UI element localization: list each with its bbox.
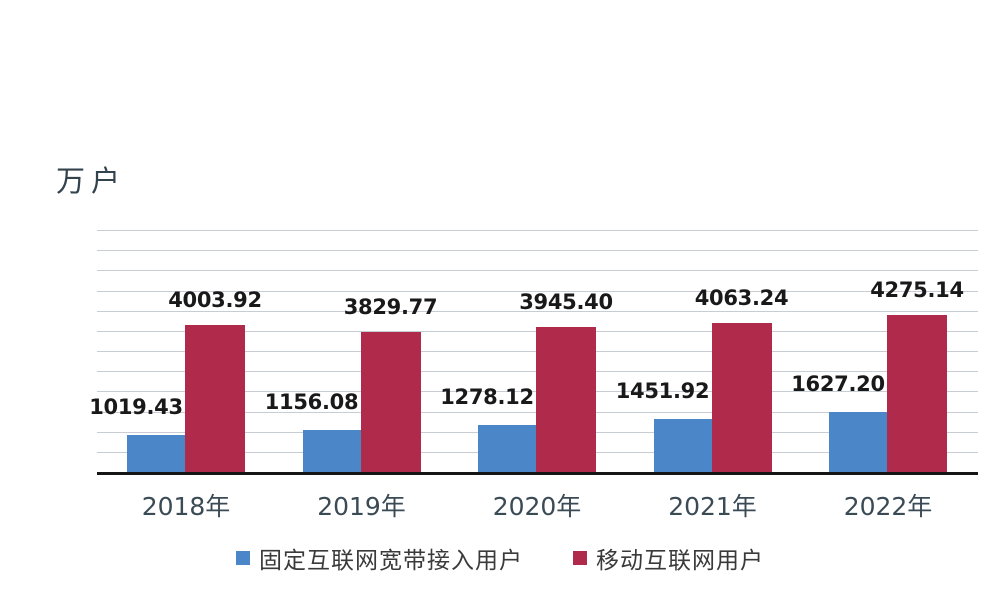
y-axis-unit-label: 万户 — [56, 164, 127, 198]
x-axis-label-2018年: 2018年 — [141, 492, 231, 521]
x-axis-label-2021年: 2021年 — [668, 492, 757, 521]
legend: 固定互联网宽带接入用户 移动互联网用户 — [0, 541, 1000, 575]
bar-mobile-2020年 — [536, 327, 596, 472]
legend-label-mobile: 移动互联网用户 — [596, 548, 764, 574]
bar-value-label: 1627.20 — [791, 372, 885, 397]
x-axis: 2018年 2019年 2020年 2021年 2022年 — [0, 487, 1000, 521]
bar-fixed-broadband-2021年 — [653, 418, 712, 472]
bar-value-label: 1451.92 — [615, 378, 710, 403]
legend-swatch-red-icon — [573, 551, 587, 565]
legend-item-fixed-broadband: 固定互联网宽带接入用户 — [236, 541, 523, 575]
gridline — [97, 290, 978, 292]
x-axis-label-2020年: 2020年 — [492, 492, 582, 521]
gridline — [97, 250, 978, 252]
bar-mobile-2022年 — [887, 315, 947, 472]
gridline — [97, 230, 978, 231]
legend-label-fixed-broadband: 固定互联网宽带接入用户 — [259, 548, 523, 574]
bar-value-label: 4003.92 — [168, 288, 262, 313]
gridline — [97, 270, 978, 272]
x-axis-label-2019年: 2019年 — [317, 492, 406, 521]
gridline — [97, 310, 978, 312]
bar-fixed-broadband-2020年 — [478, 425, 536, 472]
x-axis-label-2022年: 2022年 — [843, 492, 933, 521]
bar-value-label: 1156.08 — [264, 389, 359, 414]
bar-value-label: 4063.24 — [694, 286, 789, 310]
bar-fixed-broadband-2018年 — [127, 434, 185, 472]
bar-value-label: 4275.14 — [870, 278, 964, 303]
legend-item-mobile: 移动互联网用户 — [573, 541, 764, 575]
bar-value-label: 1019.43 — [89, 394, 183, 419]
bar-value-label: 1278.12 — [440, 385, 534, 410]
bar-mobile-2019年 — [360, 331, 421, 472]
bar-value-label: 3829.77 — [343, 294, 438, 319]
bar-fixed-broadband-2019年 — [302, 429, 361, 472]
legend-swatch-blue-icon — [236, 551, 250, 565]
bar-value-label: 3945.40 — [519, 290, 613, 315]
plot-area: 1019.43 4003.92 1156.08 3829.77 1278.12 3945.… — [89, 230, 978, 475]
bar-fixed-broadband-2022年 — [829, 412, 887, 472]
bar-mobile-2018年 — [185, 325, 245, 472]
bar-mobile-2021年 — [711, 323, 772, 472]
